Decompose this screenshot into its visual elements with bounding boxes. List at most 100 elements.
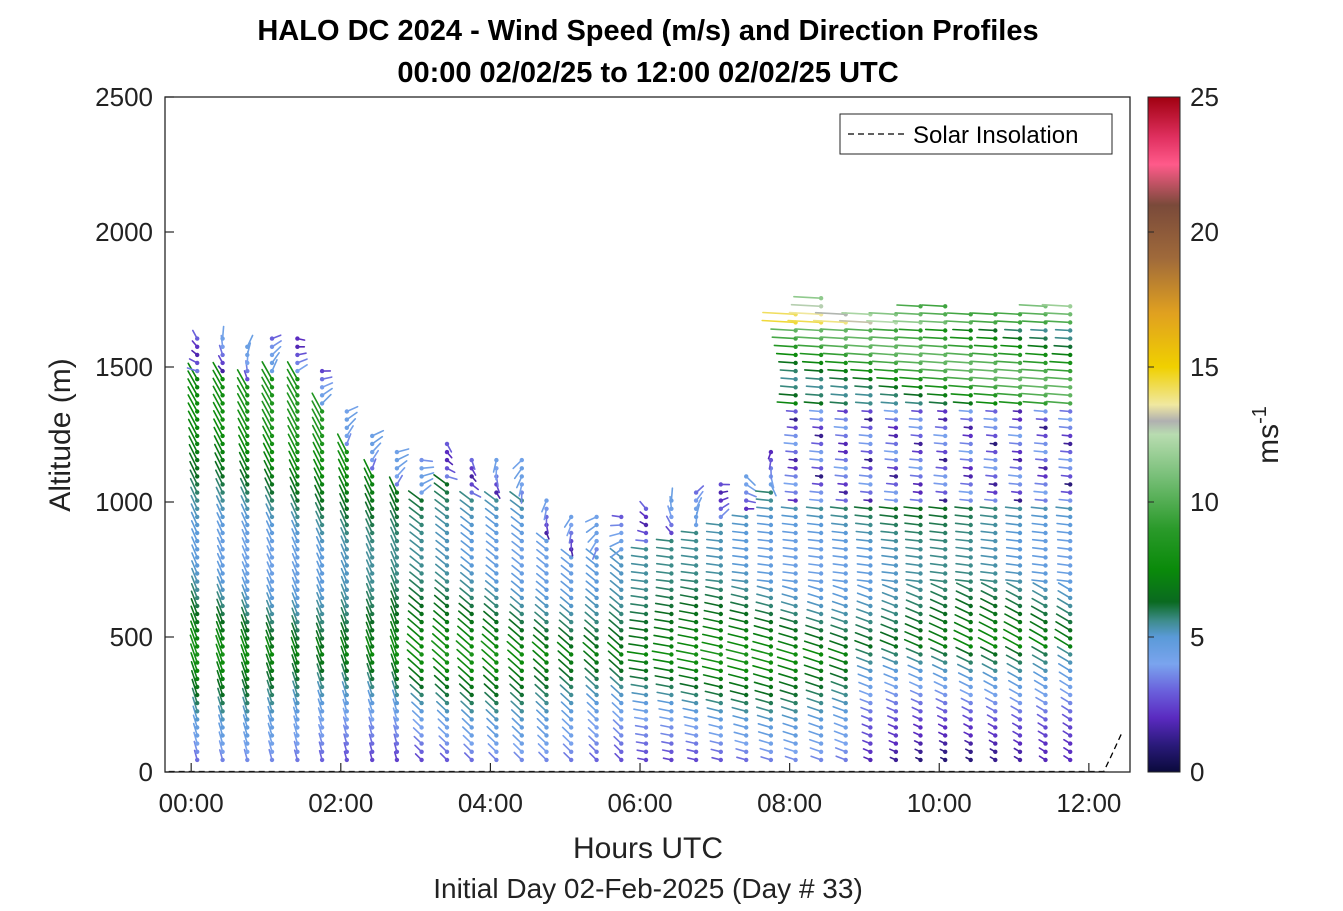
wind-vector bbox=[456, 648, 473, 664]
wind-vector-head bbox=[295, 555, 300, 560]
wind-vector-head bbox=[943, 563, 948, 568]
wind-vector-head bbox=[968, 522, 973, 528]
wind-vector-head bbox=[1043, 360, 1048, 366]
wind-vector-head bbox=[793, 733, 798, 738]
wind-vector-head bbox=[1068, 441, 1073, 447]
wind-vector-head bbox=[1068, 522, 1073, 528]
wind-vector bbox=[730, 601, 748, 607]
wind-vector bbox=[1005, 570, 1021, 575]
wind-vector-head bbox=[494, 725, 499, 730]
wind-vector bbox=[583, 627, 598, 640]
wind-vector-head bbox=[1068, 595, 1073, 601]
wind-vector-head bbox=[245, 757, 250, 763]
wind-vector-head bbox=[993, 684, 998, 690]
wind-vector bbox=[880, 530, 897, 534]
wind-vector bbox=[1020, 368, 1047, 372]
wind-vector-head bbox=[868, 555, 873, 560]
wind-vector-head bbox=[893, 401, 899, 406]
wind-vector bbox=[995, 312, 1021, 316]
wind-vector bbox=[608, 611, 623, 623]
wind-vector-head bbox=[519, 717, 524, 722]
wind-vector bbox=[407, 625, 423, 640]
wind-vector bbox=[261, 400, 273, 421]
wind-vector bbox=[773, 344, 797, 348]
wind-vector bbox=[871, 360, 897, 364]
wind-vector-head bbox=[319, 684, 325, 690]
wind-vector bbox=[340, 543, 348, 559]
wind-vector bbox=[705, 570, 722, 575]
wind-vector-head bbox=[1043, 717, 1048, 722]
wind-vector bbox=[212, 377, 224, 397]
wind-vector-head bbox=[793, 433, 798, 439]
wind-vector-head bbox=[793, 417, 798, 422]
wind-vector-head bbox=[370, 684, 375, 690]
wind-vector-head bbox=[419, 563, 424, 568]
wind-vector-head bbox=[943, 595, 948, 601]
wind-vector bbox=[264, 636, 273, 656]
wind-vector bbox=[831, 697, 847, 704]
wind-vector-head bbox=[370, 587, 375, 592]
wind-vector bbox=[290, 645, 299, 664]
wind-vector bbox=[905, 599, 922, 607]
wind-vector bbox=[971, 384, 997, 389]
wind-vector bbox=[434, 579, 448, 591]
wind-vector bbox=[844, 344, 872, 348]
wind-vector bbox=[678, 610, 697, 615]
wind-vector-head bbox=[768, 717, 774, 722]
wind-vector-head bbox=[269, 409, 275, 414]
wind-vector-head bbox=[544, 741, 549, 746]
wind-vector-head bbox=[968, 401, 973, 406]
wind-vector-head bbox=[893, 393, 899, 398]
wind-vector-head bbox=[943, 466, 948, 471]
wind-vector-head bbox=[918, 684, 923, 690]
wind-vector-head bbox=[295, 441, 300, 447]
wind-vector-head bbox=[319, 571, 325, 576]
wind-vector bbox=[977, 636, 997, 648]
wind-vector-head bbox=[295, 433, 300, 439]
wind-vector bbox=[820, 328, 847, 332]
wind-vector bbox=[286, 392, 299, 413]
wind-vector-head bbox=[693, 490, 699, 495]
wind-vector-head bbox=[843, 401, 848, 406]
wind-vector-head bbox=[245, 401, 250, 406]
wind-vector-head bbox=[843, 717, 848, 722]
wind-vector bbox=[679, 602, 697, 607]
wind-vector bbox=[609, 595, 623, 607]
wind-vector-head bbox=[669, 644, 674, 649]
wind-vector bbox=[830, 514, 847, 518]
wind-vector-head bbox=[943, 474, 948, 479]
wind-vector-head bbox=[319, 522, 325, 528]
wind-vector bbox=[980, 570, 997, 575]
wind-vector bbox=[433, 473, 448, 486]
wind-vector-head bbox=[344, 644, 349, 649]
wind-vector-head bbox=[744, 587, 749, 592]
wind-vector bbox=[317, 689, 323, 704]
wind-vector-head bbox=[295, 579, 300, 584]
wind-vector bbox=[266, 679, 273, 696]
wind-vector-head bbox=[594, 563, 599, 568]
wind-vector-head bbox=[444, 628, 450, 633]
wind-vector-head bbox=[868, 425, 873, 430]
wind-vector-head bbox=[818, 571, 824, 576]
wind-vector-head bbox=[394, 547, 400, 552]
wind-vector-head bbox=[768, 725, 774, 730]
wind-vector-head bbox=[195, 360, 200, 366]
wind-vector bbox=[806, 600, 822, 607]
wind-vector bbox=[703, 617, 722, 623]
wind-vector-head bbox=[918, 636, 923, 641]
wind-vector bbox=[955, 590, 972, 599]
wind-vector bbox=[459, 571, 473, 583]
wind-vector bbox=[460, 548, 473, 559]
wind-vector-head bbox=[519, 644, 524, 649]
wind-vector-head bbox=[319, 636, 325, 641]
wind-vector-head bbox=[295, 498, 300, 503]
wind-vector-head bbox=[643, 506, 649, 511]
wind-vector bbox=[1032, 589, 1047, 599]
wind-vector-head bbox=[220, 393, 225, 398]
wind-vector-head bbox=[669, 547, 674, 552]
wind-vector-head bbox=[744, 676, 749, 682]
wind-vector bbox=[560, 701, 573, 713]
solar-insolation-line bbox=[168, 731, 1124, 773]
wind-vector-head bbox=[594, 652, 599, 657]
wind-vector-head bbox=[843, 668, 848, 673]
